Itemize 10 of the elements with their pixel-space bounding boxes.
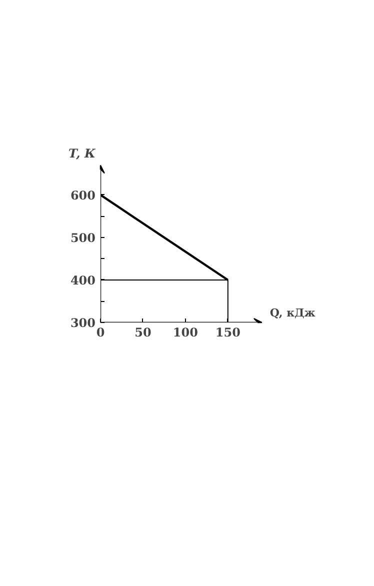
y-tick-label: 400	[70, 273, 96, 288]
x-axis-title: Q, кДж	[270, 306, 316, 320]
y-tick-label: 300	[70, 316, 96, 330]
x-tick-label: 100	[172, 326, 198, 340]
y-tick-label: 500	[70, 230, 96, 245]
y-tick-label: 600	[70, 188, 96, 202]
x-tick-label: 150	[215, 326, 240, 340]
x-tick-label: 50	[134, 326, 152, 340]
y-axis-title: T, К	[68, 146, 96, 160]
x-tick-label: 0	[96, 326, 105, 340]
